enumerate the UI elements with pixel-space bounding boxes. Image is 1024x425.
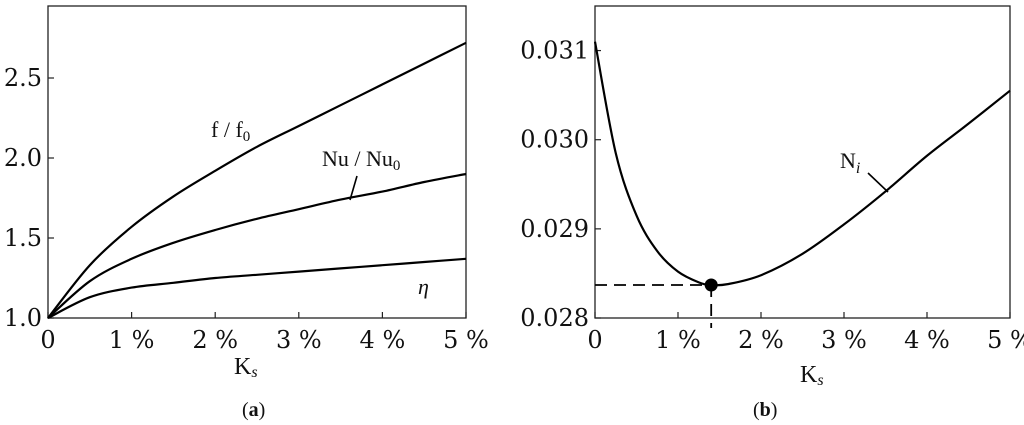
y-tick-label-a: 1.5 bbox=[4, 224, 42, 252]
axis-ticks-a: 0 1 % 2 % 3 % 4 % 5 % 1.0 1.5 2.0 2.5 bbox=[4, 64, 489, 354]
x-axis-label-b: Ks bbox=[800, 362, 824, 389]
x-tick-label-a: 3 % bbox=[276, 326, 322, 354]
y-tick-label-a: 1.0 bbox=[4, 304, 42, 332]
x-tick-label-b: 0 bbox=[587, 326, 602, 354]
y-tick-label-a: 2.5 bbox=[4, 64, 42, 92]
plot-frame-a bbox=[47, 5, 467, 319]
x-tick-label-a: 4 % bbox=[360, 326, 406, 354]
x-tick-label-a: 2 % bbox=[192, 326, 238, 354]
series-label-leader-ni bbox=[867, 172, 889, 193]
x-axis-label-a: Ks bbox=[234, 354, 258, 381]
x-tick-label-b: 4 % bbox=[904, 326, 950, 354]
curves-b bbox=[593, 41, 1011, 328]
y-tick-label-b: 0.028 bbox=[520, 304, 589, 332]
plot-frame-b bbox=[594, 5, 1011, 319]
series-label-ni: Ni bbox=[840, 148, 860, 177]
series-label-eta: η bbox=[418, 274, 429, 299]
y-tick-label-b: 0.031 bbox=[520, 37, 589, 65]
y-tick-label-b: 0.029 bbox=[520, 215, 589, 243]
series-line-a-1 bbox=[47, 172, 467, 319]
axis-ticks-b: 0 1 % 2 % 3 % 4 % 5 % 0.028 0.029 0.030 0.031 bbox=[520, 37, 1024, 354]
x-tick-label-b: 3 % bbox=[821, 326, 867, 354]
x-tick-label-b: 5 % bbox=[987, 326, 1024, 354]
y-tick-label-a: 2.0 bbox=[4, 144, 42, 172]
chart-panel-a: 0 1 % 2 % 3 % 4 % 5 % 1.0 1.5 2.0 2.5 f / f0 Nu /… bbox=[4, 5, 489, 421]
series-label-nu-nu0: Nu / Nu0 bbox=[322, 146, 400, 174]
series-line-a-0 bbox=[47, 41, 467, 319]
panel-label-b: (b) bbox=[753, 399, 777, 421]
series-line-b-0 bbox=[593, 41, 1011, 287]
minimum-point-marker bbox=[704, 278, 718, 292]
x-tick-label-b: 2 % bbox=[738, 326, 784, 354]
panel-label-a: (a) bbox=[242, 399, 265, 421]
series-line-a-2 bbox=[47, 257, 467, 319]
x-tick-label-a: 5 % bbox=[443, 326, 489, 354]
curves-a bbox=[47, 41, 467, 319]
x-tick-label-b: 1 % bbox=[655, 326, 701, 354]
x-tick-label-a: 0 bbox=[40, 326, 55, 354]
series-label-f-f0: f / f0 bbox=[211, 117, 250, 145]
series-label-leader-nu bbox=[349, 175, 358, 201]
x-tick-label-a: 1 % bbox=[109, 326, 155, 354]
y-tick-label-b: 0.030 bbox=[520, 126, 589, 154]
